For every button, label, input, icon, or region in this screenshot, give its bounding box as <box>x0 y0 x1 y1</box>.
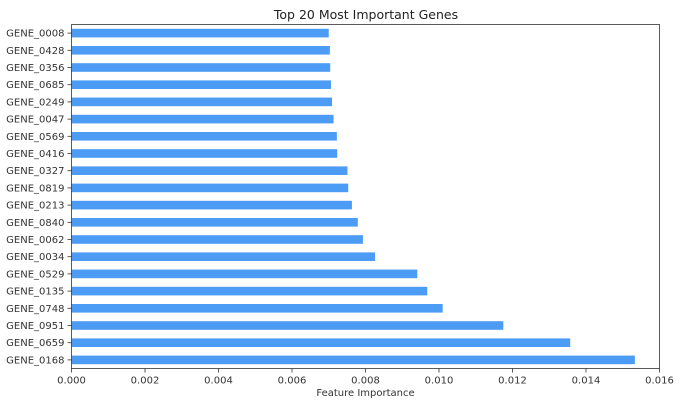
y-tick-label: GENE_0047 <box>6 115 64 126</box>
bar-gene-0168 <box>71 355 635 365</box>
bar-gene-0008 <box>71 28 329 38</box>
y-tick-label: GENE_0748 <box>6 304 64 315</box>
y-tick-label: GENE_0213 <box>6 201 64 212</box>
y-tick-label: GENE_0249 <box>6 97 64 108</box>
bar-gene-0062 <box>71 235 363 244</box>
y-tick-label: GENE_0168 <box>6 355 64 366</box>
bar-gene-0659 <box>71 338 571 347</box>
plot-frame <box>71 24 660 369</box>
chart-title: Top 20 Most Important Genes <box>273 7 458 22</box>
bar-series <box>71 28 635 365</box>
y-tick-label: GENE_0416 <box>6 149 64 160</box>
bar-gene-0569 <box>71 132 337 141</box>
y-tick-label: GENE_0529 <box>6 269 64 280</box>
x-tick-label: 0.012 <box>498 376 527 387</box>
y-tick-label: GENE_0840 <box>6 218 64 229</box>
bar-gene-0213 <box>71 200 352 210</box>
y-tick-label: GENE_0062 <box>6 235 64 246</box>
bar-gene-0416 <box>71 149 338 158</box>
y-tick-label: GENE_0008 <box>6 29 64 40</box>
bar-gene-0748 <box>71 304 443 313</box>
x-tick-label: 0.000 <box>57 376 86 387</box>
bar-gene-0034 <box>71 252 376 261</box>
x-tick-label: 0.004 <box>204 376 233 387</box>
bar-gene-0428 <box>71 46 330 55</box>
x-tick-label: 0.008 <box>351 376 380 387</box>
x-tick-label: 0.010 <box>425 376 454 387</box>
bar-gene-0249 <box>71 97 333 107</box>
y-tick-label: GENE_0327 <box>6 166 64 177</box>
bar-gene-0135 <box>71 286 428 296</box>
x-tick-label: 0.006 <box>278 376 307 387</box>
y-tick-label: GENE_0685 <box>6 80 64 91</box>
y-tick-label: GENE_0819 <box>6 183 64 194</box>
x-axis-label: Feature Importance <box>316 388 414 399</box>
bar-gene-0327 <box>71 166 348 175</box>
y-tick-label: GENE_0428 <box>6 46 64 57</box>
x-axis-ticks: 0.000 0.002 0.004 0.006 0.008 0.010 0.012 0.014… <box>57 368 674 387</box>
bar-gene-0840 <box>71 218 358 227</box>
bar-gene-0047 <box>71 114 334 124</box>
bar-gene-0529 <box>71 269 418 279</box>
x-tick-label: 0.016 <box>645 376 674 387</box>
y-tick-label: GENE_0135 <box>6 287 64 298</box>
y-tick-label: GENE_0356 <box>6 63 64 74</box>
y-tick-label: GENE_0034 <box>6 252 64 263</box>
x-tick-label: 0.002 <box>131 376 160 387</box>
y-axis-ticks: GENE_0008 GENE_0428 GENE_0356 GENE_0685 GENE… <box>6 29 72 366</box>
x-tick-label: 0.014 <box>572 376 601 387</box>
bar-gene-0951 <box>71 321 504 330</box>
bar-gene-0685 <box>71 80 331 89</box>
y-tick-label: GENE_0951 <box>6 321 64 332</box>
bar-gene-0819 <box>71 183 349 193</box>
y-tick-label: GENE_0569 <box>6 132 64 143</box>
y-tick-label: GENE_0659 <box>6 338 64 349</box>
bar-gene-0356 <box>71 63 331 72</box>
